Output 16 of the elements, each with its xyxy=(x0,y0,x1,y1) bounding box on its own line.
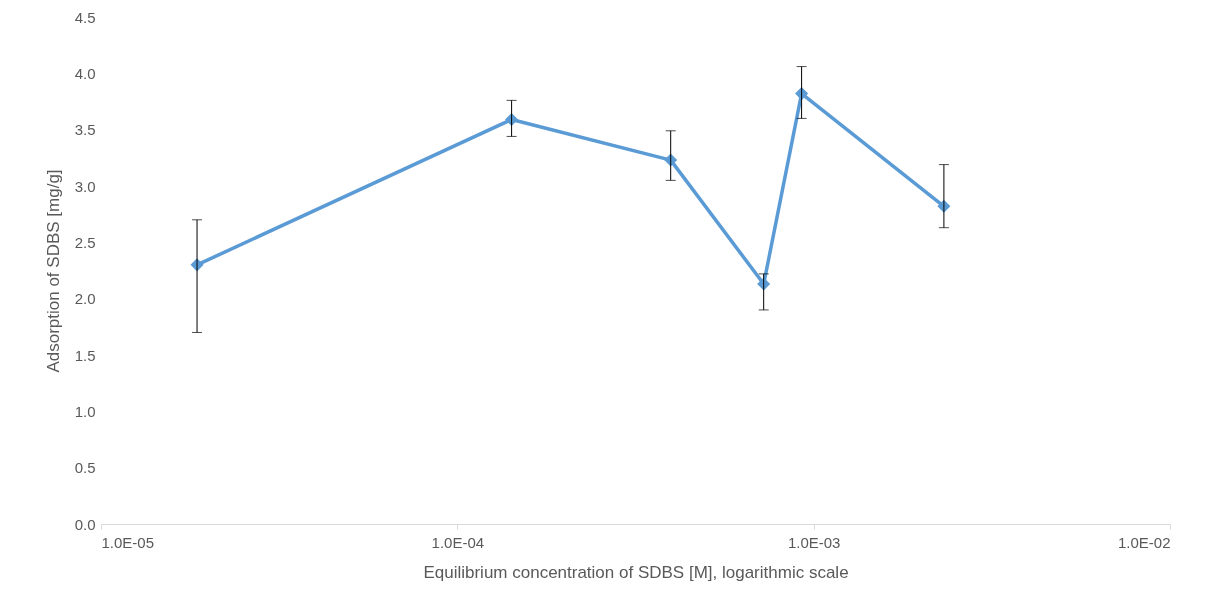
y-tick-label: 4.0 xyxy=(74,64,96,82)
y-tick-label: 3.5 xyxy=(74,121,96,139)
x-tick-label: 1.0E-05 xyxy=(101,533,155,551)
x-tick-label: 1.0E-04 xyxy=(431,533,485,551)
x-axis-title: Equilibrium concentration of SDBS [M], logarithmic scale xyxy=(423,562,849,582)
y-tick-label: 3.0 xyxy=(74,177,96,195)
y-tick-label: 4.5 xyxy=(74,8,96,26)
y-tick-label: 2.5 xyxy=(74,233,96,251)
y-tick-label: 0.0 xyxy=(74,515,96,533)
y-tick-label: 1.5 xyxy=(74,346,96,364)
x-tick-label: 1.0E-02 xyxy=(1117,533,1171,551)
y-tick-label: 0.5 xyxy=(74,459,96,477)
x-tick-label: 1.0E-03 xyxy=(787,533,841,551)
y-tick-label: 2.0 xyxy=(74,290,96,308)
y-axis-title: Adsorption of SDBS [mg/g] xyxy=(43,169,63,373)
y-tick-label: 1.0 xyxy=(74,402,96,420)
